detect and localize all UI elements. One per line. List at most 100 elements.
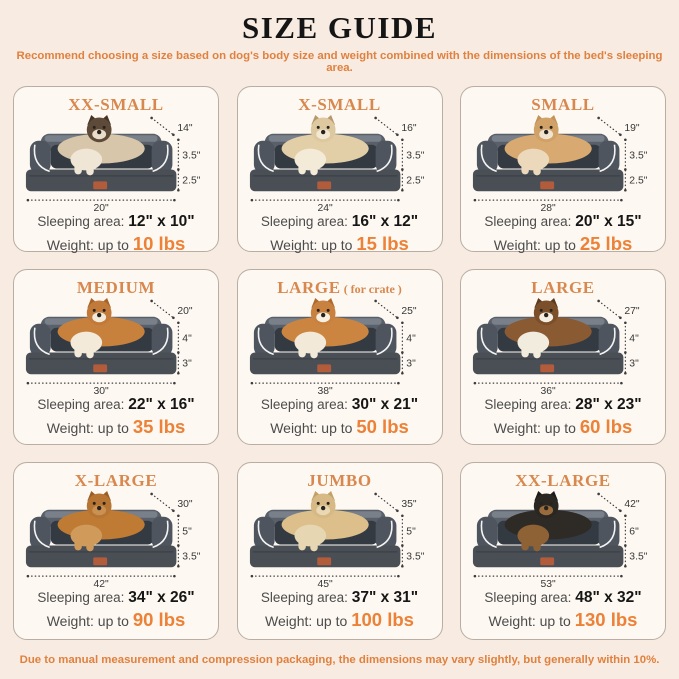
bolster-height-label: 5" [182,526,192,537]
depth-dim-label: 25" [401,306,417,317]
dim-dot [177,350,180,354]
dim-dot [624,543,627,547]
depth-dim-label: 14" [177,123,193,134]
bed-left-arm [253,140,275,174]
bed-base [249,169,400,191]
dog-front-leg [309,346,318,359]
sleeping-area-line: Sleeping area: 20" x 15" [484,212,641,231]
dog-muzzle [315,505,330,515]
bed-left-piping [480,144,497,172]
bed-illustration-wrap: 42" 6" 3.5" 53" [464,490,662,588]
sleeping-area-value: 16" x 12" [351,212,419,230]
bed-right-piping [152,520,169,548]
dog-front-leg [533,539,541,552]
bed-right-arm [151,516,173,550]
dim-dot [620,198,623,202]
bed-base [25,352,177,374]
depth-dim-line [374,493,398,512]
dim-dot [624,167,627,171]
bed-base [472,545,624,567]
sleeping-area-label: Sleeping area: [260,213,348,229]
dim-dot [250,198,253,202]
brand-tag-icon [93,557,108,565]
weight-value: 25 lbs [579,233,633,255]
dimension-annotations: 14" 3.5" 2.5" 20" [26,116,201,212]
depth-dim-line [151,493,175,512]
dim-dot [250,574,253,578]
dim-dot [373,116,377,119]
bed-left-arm [476,140,498,174]
sleeping-area-value: 20" x 15" [575,212,642,230]
dim-dot [473,381,477,385]
dim-dot [172,509,175,512]
size-card: JUMBO [236,462,443,640]
size-card: X-SMALL [236,86,443,254]
size-card: XX-SMALL [13,86,219,254]
weight-value: 130 lbs [574,609,638,631]
base-height-label: 3.5" [629,551,647,562]
brand-tag-icon [540,181,555,189]
width-dim-label: 53" [541,579,557,588]
dim-dot [250,381,253,385]
bed-left-arm [29,323,51,357]
weight-value: 35 lbs [132,416,186,438]
sleeping-area-line: Sleeping area: 16" x 12" [261,212,418,231]
dog-front-leg [297,161,306,175]
dog-nose [96,312,102,317]
sleeping-area-line: Sleeping area: 22" x 16" [37,395,194,414]
dog-bed-illustration: 14" 3.5" 2.5" 20" [25,114,201,212]
dog-front-leg [309,539,318,552]
bed-left-piping [33,144,50,172]
dim-dot [26,198,30,202]
width-dim-label: 42" [94,579,110,588]
bed-right-arm [151,323,173,357]
bed-right-arm [375,140,396,174]
dog-muzzle [539,312,554,322]
base-height-label: 2.5" [406,175,424,186]
depth-dim-label: 35" [401,499,417,510]
bolster-height-label: 3.5" [629,150,647,161]
size-name: SMALL [531,95,595,114]
width-dim-label: 28" [541,203,557,212]
dog-nose [543,505,549,510]
dim-dot [624,371,627,375]
dog-muzzle [92,129,107,139]
sleeping-area-line: Sleeping area: 30" x 21" [261,395,418,414]
bed-left-piping [480,327,497,355]
bolster-height-label: 4" [182,333,192,344]
bolster-height-label: 4" [406,333,416,344]
weight-line: Weight: up to 100 lbs [265,608,414,632]
dim-dot [473,574,477,578]
sleeping-area-line: Sleeping area: 48" x 32" [484,588,641,607]
dim-dot [177,514,180,517]
dog-graphic [504,114,592,176]
dim-dot [396,198,400,202]
weight-line: Weight: up to 90 lbs [47,608,186,632]
depth-dim-label: 30" [177,499,193,510]
dim-dot [177,321,180,324]
size-card-title: LARGE ( for crate ) [277,278,402,298]
size-name: X-SMALL [298,95,381,114]
dog-muzzle [539,129,554,139]
bed-right-piping [375,327,393,355]
dog-bed-illustration: 27" 4" 3" 36" [472,297,640,395]
base-height-label: 2.5" [629,175,647,186]
dog-front-leg [74,161,82,175]
size-card-title: XX-SMALL [68,95,163,115]
sleeping-area-value: 12" x 10" [128,212,195,230]
sleeping-area-line: Sleeping area: 34" x 26" [37,588,194,607]
dog-bed-illustration: 16" 3.5" 2.5" 24" [249,114,424,212]
size-card-title: XX-LARGE [515,471,610,491]
sleeping-area-value: 30" x 21" [351,395,419,413]
weight-label: Weight: up to [493,420,576,437]
depth-dim-label: 20" [177,306,193,317]
dog-front-leg [521,537,529,551]
size-card: MEDIUM [13,269,219,445]
dim-dot [597,116,600,119]
footer-note: Due to manual measurement and compressio… [19,654,660,666]
dim-dot [473,198,477,202]
weight-label: Weight: up to [270,237,353,254]
dim-dot [597,492,600,495]
bed-base [249,545,400,567]
dim-dot [400,350,404,354]
